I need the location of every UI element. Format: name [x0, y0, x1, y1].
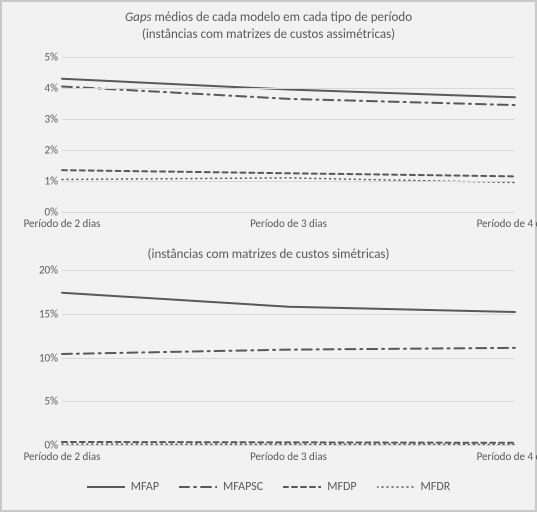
- chart-symmetric: 0%5%10%15%20%Período de 2 diasPeríodo de…: [62, 270, 515, 445]
- gridline: [62, 88, 515, 89]
- legend-item-MFDR: MFDR: [377, 480, 451, 494]
- legend-item-MFAP: MFAP: [87, 480, 159, 494]
- y-tick-label: 3%: [28, 113, 58, 126]
- y-tick-label: 5%: [28, 51, 58, 64]
- legend: MFAP MFAPSC MFDP MFDR: [2, 480, 535, 496]
- x-tick-label: Período de 3 dias: [250, 450, 327, 463]
- y-tick-label: 10%: [28, 351, 58, 364]
- plot-area-top: [62, 57, 515, 212]
- x-tick-label: Período de 4 dias: [477, 450, 537, 463]
- title-chart2-text: (instâncias com matrizes de custos simét…: [148, 247, 390, 262]
- gridline: [62, 445, 515, 446]
- legend-label-MFDR: MFDR: [421, 480, 451, 494]
- gridline: [62, 314, 515, 315]
- gridline: [62, 150, 515, 151]
- x-tick-label: Período de 4 dias: [477, 217, 537, 230]
- gridline: [62, 358, 515, 359]
- legend-label-MFAPSC: MFAPSC: [223, 480, 263, 494]
- y-tick-label: 1%: [28, 175, 58, 188]
- y-tick-label: 15%: [28, 307, 58, 320]
- legend-swatch-MFAP: [87, 482, 125, 492]
- legend-item-MFDP: MFDP: [283, 480, 356, 494]
- series-MFDP: [62, 170, 515, 176]
- gridline: [62, 57, 515, 58]
- gridline: [62, 401, 515, 402]
- legend-item-MFAPSC: MFAPSC: [179, 480, 263, 494]
- x-tick-label: Período de 2 dias: [24, 217, 101, 230]
- legend-swatch-MFDR: [377, 482, 415, 492]
- figure-container: Gaps médios de cada modelo em cada tipo …: [0, 0, 537, 512]
- y-tick-label: 5%: [28, 395, 58, 408]
- y-tick-label: 4%: [28, 82, 58, 95]
- x-tick-label: Período de 3 dias: [250, 217, 327, 230]
- series-MFAPSC: [62, 348, 515, 354]
- series-MFDP: [62, 442, 515, 443]
- legend-label-MFAP: MFAP: [131, 480, 159, 494]
- gridline: [62, 270, 515, 271]
- series-MFAP: [62, 293, 515, 312]
- legend-swatch-MFDP: [283, 482, 321, 492]
- x-tick-label: Período de 2 dias: [24, 450, 101, 463]
- gridline: [62, 181, 515, 182]
- series-svg-top: [62, 57, 515, 212]
- chart-title-bottom: (instâncias com matrizes de custos simét…: [2, 247, 535, 262]
- chart-asymmetric: 0%1%2%3%4%5%Período de 2 diasPeríodo de …: [62, 57, 515, 212]
- legend-label-MFDP: MFDP: [327, 480, 356, 494]
- legend-swatch-MFAPSC: [179, 482, 217, 492]
- y-tick-label: 20%: [28, 264, 58, 277]
- title-italic-word: Gaps: [125, 10, 152, 25]
- title-line1-rest: médios de cada modelo em cada tipo de pe…: [152, 10, 413, 25]
- y-tick-label: 2%: [28, 144, 58, 157]
- gridline: [62, 119, 515, 120]
- chart-title-top: Gaps médios de cada modelo em cada tipo …: [2, 10, 535, 44]
- title-line2: (instâncias com matrizes de custos assim…: [142, 27, 395, 42]
- gridline: [62, 212, 515, 213]
